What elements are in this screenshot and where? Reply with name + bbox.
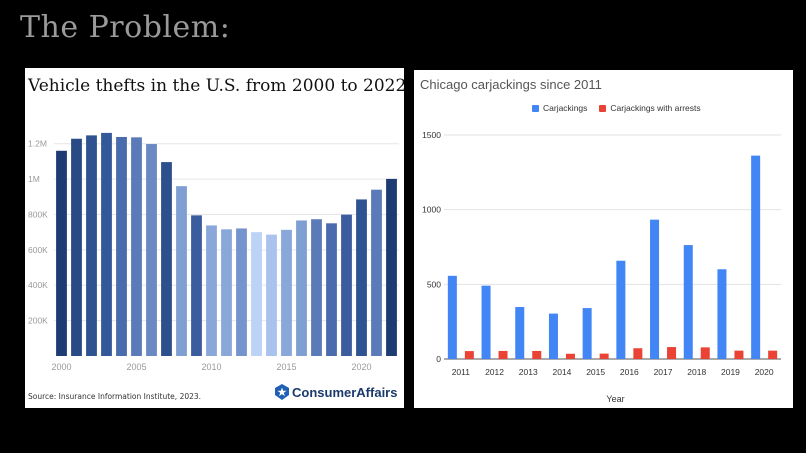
brand-affairs-text: Affairs bbox=[356, 384, 398, 400]
chart-legend: Carjackings Carjackings with arrests bbox=[532, 103, 701, 113]
x-tick-label: 2015 bbox=[586, 367, 605, 377]
x-tick-label: 2020 bbox=[351, 362, 371, 372]
x-tick-label: 2011 bbox=[452, 367, 471, 377]
bar-carjackings-2020 bbox=[751, 155, 761, 359]
chart-title: Chicago carjackings since 2011 bbox=[420, 77, 602, 92]
bar-2017 bbox=[311, 219, 322, 356]
shield-star-icon bbox=[275, 384, 289, 400]
x-tick-label: 2005 bbox=[126, 362, 146, 372]
chart-title: Vehicle thefts in the U.S. from 2000 to … bbox=[28, 76, 404, 96]
bar-carjackings-2011 bbox=[447, 275, 457, 359]
bar-2009 bbox=[191, 215, 202, 356]
bar-2013 bbox=[251, 232, 262, 356]
bar-2021 bbox=[371, 189, 382, 356]
legend-swatch-arrests bbox=[599, 104, 607, 112]
bar-carjackings-2015 bbox=[582, 308, 592, 359]
bar-2014 bbox=[266, 234, 277, 356]
bar-arrests-2012 bbox=[498, 350, 508, 359]
bar-carjackings-2012 bbox=[481, 285, 491, 359]
legend-label-arrests: Carjackings with arrests bbox=[610, 103, 701, 113]
y-tick-label: 1500 bbox=[422, 130, 441, 140]
bar-carjackings-2013 bbox=[515, 307, 525, 359]
bar-2007 bbox=[161, 162, 172, 356]
vehicle-thefts-chart-panel: Vehicle thefts in the U.S. from 2000 to … bbox=[25, 68, 404, 408]
bar-2020 bbox=[356, 199, 367, 356]
y-tick-label: 600K bbox=[28, 245, 48, 255]
y-tick-label: 1000 bbox=[422, 205, 441, 215]
bar-arrests-2020 bbox=[768, 350, 778, 359]
vehicle-thefts-chart: 200K 400K 600K 800K 1M 1.2M 2000 2005 2010 2015 20… bbox=[28, 132, 399, 372]
bar-2010 bbox=[206, 225, 217, 356]
y-tick-label: 200K bbox=[28, 316, 48, 326]
bar-arrests-2011 bbox=[464, 351, 474, 359]
x-tick-label: 2010 bbox=[201, 362, 221, 372]
y-tick-label: 1.2M bbox=[28, 139, 47, 149]
x-axis-label: Year bbox=[606, 394, 624, 404]
bar-carjackings-2018 bbox=[683, 245, 693, 359]
x-tick-label: 2000 bbox=[51, 362, 71, 372]
x-tick-label: 2017 bbox=[654, 367, 673, 377]
bar-arrests-2019 bbox=[734, 350, 744, 359]
bar-2015 bbox=[281, 229, 292, 356]
brand-consumer-text: Consumer bbox=[292, 384, 357, 400]
chicago-carjackings-chart-panel: Chicago carjackings since 2011 Carjackin… bbox=[414, 70, 793, 408]
bar-2022 bbox=[386, 178, 397, 356]
x-tick-label: 2018 bbox=[687, 367, 706, 377]
y-tick-label: 1M bbox=[28, 174, 40, 184]
legend-label-carjackings: Carjackings bbox=[543, 103, 588, 113]
y-tick-label: 400K bbox=[28, 280, 48, 290]
bar-2006 bbox=[146, 144, 157, 356]
bar-carjackings-2017 bbox=[650, 219, 660, 359]
chicago-carjackings-chart: 0 500 1000 1500 2011 2012 2013 2014 2015 2016 2017… bbox=[422, 130, 781, 404]
y-tick-label: 0 bbox=[436, 354, 441, 364]
bar-2016 bbox=[296, 220, 307, 356]
x-tick-label: 2013 bbox=[519, 367, 538, 377]
bar-carjackings-2016 bbox=[616, 260, 626, 359]
consumer-affairs-logo: Consumer Affairs bbox=[274, 384, 397, 400]
bar-2005 bbox=[131, 137, 142, 356]
legend-swatch-carjackings bbox=[532, 104, 539, 112]
legend-item-carjackings: Carjackings bbox=[532, 103, 587, 113]
bar-2019 bbox=[341, 214, 352, 356]
y-tick-label: 800K bbox=[28, 209, 48, 219]
bar-2011 bbox=[221, 229, 232, 356]
bar-arrests-2017 bbox=[667, 347, 677, 359]
bar-arrests-2016 bbox=[633, 348, 643, 359]
bar-2004 bbox=[116, 136, 127, 356]
slide-title: The Problem: bbox=[20, 10, 231, 45]
bar-arrests-2014 bbox=[565, 353, 575, 359]
x-tick-label: 2015 bbox=[276, 362, 296, 372]
bar-arrests-2018 bbox=[700, 347, 710, 359]
bar-2001 bbox=[71, 138, 82, 356]
x-tick-label: 2016 bbox=[620, 367, 639, 377]
x-tick-label: 2014 bbox=[552, 367, 571, 377]
bar-2012 bbox=[236, 228, 247, 356]
x-tick-label: 2012 bbox=[485, 367, 504, 377]
y-tick-label: 500 bbox=[427, 279, 441, 289]
bar-2008 bbox=[176, 186, 187, 356]
bar-2000 bbox=[56, 150, 67, 356]
bar-carjackings-2014 bbox=[548, 313, 558, 359]
bar-arrests-2015 bbox=[599, 353, 609, 359]
bar-2002 bbox=[86, 135, 97, 356]
legend-item-arrests: Carjackings with arrests bbox=[599, 103, 701, 113]
bar-2003 bbox=[101, 132, 112, 356]
bar-2018 bbox=[326, 223, 337, 356]
x-tick-label: 2020 bbox=[755, 367, 774, 377]
bar-carjackings-2019 bbox=[717, 269, 727, 359]
bar-arrests-2013 bbox=[532, 350, 542, 359]
chart-source: Source: Insurance Information Institute,… bbox=[28, 392, 202, 401]
x-tick-label: 2019 bbox=[721, 367, 740, 377]
